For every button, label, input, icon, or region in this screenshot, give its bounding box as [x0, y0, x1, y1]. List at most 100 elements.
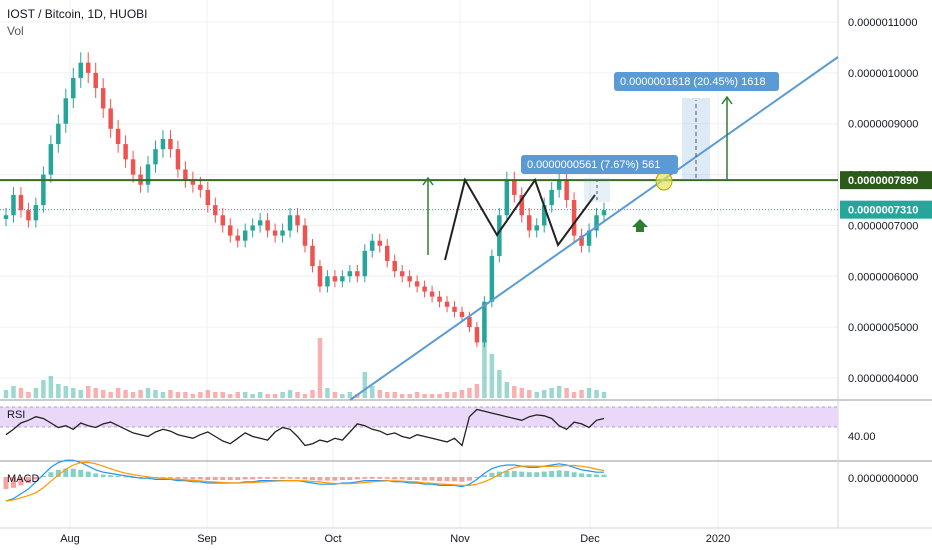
candle-body [482, 301, 487, 343]
macd-bar [452, 477, 457, 482]
rsi-tick-label: 40.00 [848, 431, 876, 443]
candle-body [519, 194, 525, 216]
macd-bar [601, 474, 607, 477]
macd-bar [511, 471, 517, 477]
y-tick-label: 0.0000011000 [848, 17, 918, 29]
volume-bar [85, 386, 91, 398]
volume-bar [48, 376, 54, 398]
macd-bar [339, 477, 345, 480]
y-tick-label: 0.0000006000 [848, 271, 918, 283]
macd-bar [594, 474, 600, 477]
candle-body [317, 266, 323, 287]
candle-body [579, 235, 584, 246]
candle-body [556, 179, 562, 190]
candle-body [108, 108, 113, 129]
volume-bar [519, 388, 525, 398]
candle-body [85, 62, 91, 73]
volume-bar [414, 392, 420, 398]
x-tick-label: 2020 [706, 533, 730, 545]
pattern-zigzag [444, 177, 596, 261]
candle-body [257, 220, 263, 226]
candle-body [549, 189, 554, 206]
candle-body [242, 230, 248, 241]
x-tick-label: Nov [450, 533, 470, 545]
volume-bar [153, 390, 158, 398]
macd-bar [362, 477, 368, 479]
macd-bar [197, 477, 203, 480]
volume-bar [190, 394, 196, 398]
candle-body [78, 62, 83, 78]
candle-body [429, 291, 435, 297]
macd-bar [399, 477, 405, 480]
candle-body [437, 296, 442, 302]
volume-bar [108, 392, 113, 398]
y-tick-label: 0.0000010000 [848, 68, 918, 80]
volume-bar [115, 388, 121, 398]
volume-bar [362, 372, 368, 398]
macd-bar [160, 477, 166, 479]
volume-bar [571, 392, 577, 398]
y-tick-label: 0.0000009000 [848, 119, 918, 131]
volume-bar [601, 392, 607, 398]
macd-bar [48, 472, 54, 477]
volume-bar [541, 390, 547, 398]
volume-bar [272, 394, 278, 398]
volume-bar [175, 392, 181, 398]
candle-body [160, 138, 166, 150]
macd-bar [324, 477, 330, 481]
candle-body [377, 240, 382, 246]
volume-bar [579, 390, 584, 398]
candle-body [444, 301, 450, 307]
volume-bar [145, 388, 151, 398]
candle-body [56, 123, 61, 145]
candle-body [422, 286, 427, 292]
volume-bar [556, 386, 562, 398]
macd-bar [18, 477, 24, 486]
volume-bar [235, 392, 240, 398]
macd-label: MACD [7, 473, 39, 485]
candle-body [63, 98, 69, 124]
volume-bar [228, 394, 233, 398]
candle-body [325, 276, 330, 287]
volume-bar [213, 392, 218, 398]
candle-body [310, 245, 315, 267]
volume-bar [41, 380, 46, 398]
candle-body [362, 250, 368, 277]
candle-body [220, 215, 226, 226]
macd-bar [466, 477, 472, 481]
candle-body [601, 210, 607, 216]
volume-bar [564, 388, 569, 398]
macd-bar [526, 472, 532, 477]
candle-body [33, 205, 39, 221]
candle-body [340, 276, 345, 282]
candle-body [11, 194, 16, 216]
macd-bar [70, 468, 76, 477]
macd-bar [205, 477, 211, 480]
candle-body [527, 215, 532, 231]
volume-bar [280, 392, 285, 398]
candle-body [145, 164, 151, 185]
macd-line [5, 459, 604, 502]
candle-body [347, 271, 353, 277]
volume-bar [399, 394, 405, 398]
candles [3, 52, 607, 348]
candle-body [175, 149, 181, 170]
volume-bar [325, 388, 330, 398]
current-price-badge-bg [840, 200, 932, 219]
macd-bar [55, 469, 61, 477]
macd-bar [93, 473, 99, 477]
macd-bar [25, 477, 31, 483]
volume-bar [444, 392, 450, 398]
macd-bar [295, 477, 301, 479]
candle-body [586, 230, 592, 246]
volume-bar [512, 386, 517, 398]
macd-bar [212, 477, 218, 480]
volume-bar [347, 392, 353, 398]
gridlines [0, 0, 838, 528]
candle-body [497, 215, 502, 256]
volume-bar [3, 390, 9, 398]
macd-bar [392, 477, 398, 480]
macd-bar [302, 477, 308, 480]
macd-bar [78, 469, 84, 477]
